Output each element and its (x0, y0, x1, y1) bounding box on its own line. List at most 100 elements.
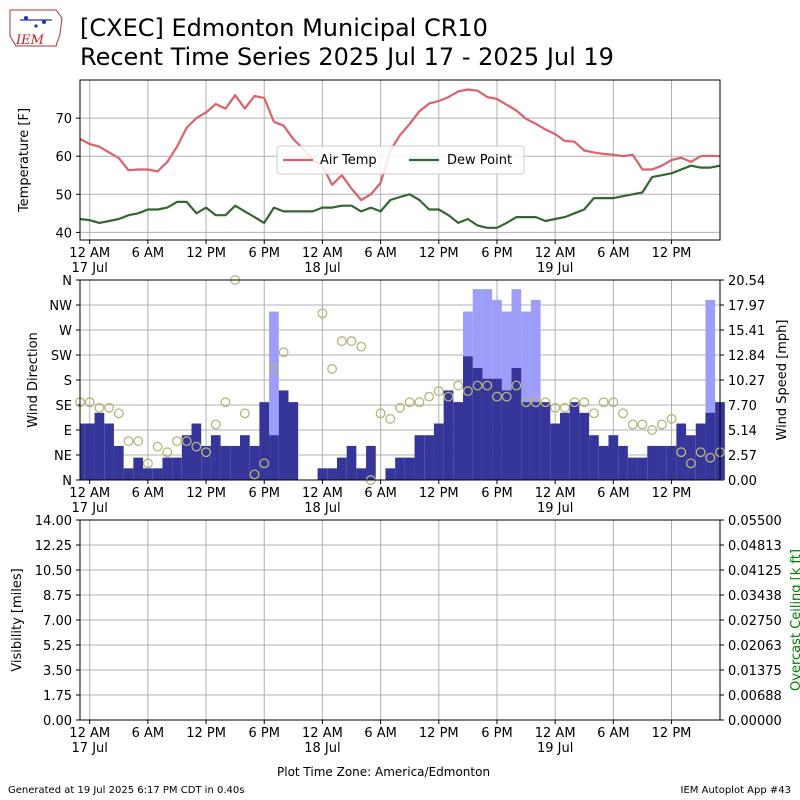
y-tick-label: 60 (55, 150, 72, 165)
y-tick-label-visibility: 7.00 (43, 614, 72, 629)
wind-speed-bar (404, 457, 415, 480)
x-tick-label: 6 PM (249, 486, 280, 501)
iem-logo: IEM (6, 6, 66, 52)
wind-speed-bar (94, 412, 105, 480)
y-tick-label: 40 (55, 226, 72, 241)
wind-speed-bar (366, 445, 376, 480)
x-tick-label: 6 PM (481, 486, 512, 501)
wind-direction-point (588, 408, 599, 419)
wind-speed-bar (618, 445, 628, 480)
wind-speed-bar (181, 435, 192, 480)
x-tick-label: 12 AM (69, 726, 110, 741)
wind-speed-bar (317, 468, 328, 480)
wind-speed-bar (705, 412, 716, 480)
wind-direction-point (443, 391, 454, 402)
y-tick-label-direction: N (62, 274, 72, 289)
y-tick-label-speed: 20.54 (728, 274, 765, 289)
wind-direction-point (647, 425, 658, 435)
y-tick-label-ceiling: 0.04125 (728, 564, 782, 579)
y-tick-label-direction: NE (54, 449, 72, 464)
wind-speed-bar (327, 468, 337, 480)
wind-speed-bar (656, 445, 667, 480)
x-tick-label: 12 PM (419, 486, 459, 501)
wind-speed-bar (201, 445, 211, 480)
legend-box (276, 145, 525, 175)
y-tick-label-speed: 2.57 (728, 449, 757, 464)
wind-gust-bar (521, 311, 531, 480)
wind-speed-bar (152, 468, 163, 480)
y-tick-label-speed: 0.00 (728, 474, 757, 489)
wind-direction-point (172, 436, 182, 447)
y-tick-label-visibility: 12.25 (35, 539, 72, 554)
wind-speed-bar (80, 423, 85, 480)
y-axis-label-right: Overcast Ceiling [k ft] (789, 549, 800, 691)
y-axis-label-right: Wind Speed [mph] (775, 320, 790, 441)
x-tick-label: 6 PM (481, 246, 512, 261)
wind-direction-point (433, 386, 444, 397)
wind-direction-point (268, 363, 279, 374)
wind-direction-point (559, 402, 570, 413)
wind-speed-bar (336, 457, 347, 480)
generated-text: Generated at 19 Jul 2025 6:17 PM CDT in … (8, 785, 245, 796)
y-tick-label-visibility: 8.75 (43, 589, 72, 604)
wind-direction-point (259, 458, 270, 469)
wind-direction-point (472, 380, 483, 391)
wind-speed-bar (608, 435, 619, 480)
wind-direction-point (627, 419, 638, 430)
wind-speed-bar (240, 435, 250, 480)
x-tick-label: 12 PM (652, 726, 692, 741)
wind-direction-point (84, 397, 95, 408)
plot-frame (79, 79, 721, 241)
y-tick-label-ceiling: 0.00000 (728, 714, 782, 729)
wind-speed-bar (550, 423, 560, 480)
dew-point-line (79, 164, 721, 229)
wind-speed-bar (278, 390, 289, 480)
wind-speed-bar (676, 423, 687, 480)
wind-direction-point (336, 336, 347, 347)
x-tick-label: 6 PM (481, 726, 512, 741)
wind-direction-point (404, 397, 415, 408)
wind-speed-bar (598, 445, 609, 480)
wind-direction-point (94, 402, 105, 413)
x-date-label: 17 Jul (72, 741, 108, 756)
wind-speed-bar (346, 445, 357, 480)
wind-speed-bar (472, 368, 483, 480)
wind-direction-point (278, 347, 289, 358)
wind-speed-bar (569, 402, 580, 480)
y-tick-label-visibility: 14.00 (35, 514, 72, 529)
wind-direction-point (666, 413, 677, 424)
wind-speed-bar (530, 402, 541, 480)
wind-direction-point (162, 447, 173, 458)
y-tick-label-direction: S (64, 374, 72, 389)
wind-speed-bar (521, 402, 531, 480)
wind-direction-point (142, 458, 153, 469)
x-tick-label: 12 AM (302, 486, 343, 501)
wind-direction-point (113, 408, 124, 419)
wind-direction-point (375, 408, 386, 419)
y-axis-label: Temperature [F] (17, 108, 32, 213)
wind-direction-point (152, 441, 163, 452)
y-tick-label-speed: 12.84 (728, 349, 765, 364)
timezone-label: Plot Time Zone: America/Edmonton (277, 765, 491, 779)
wind-speed-bar (453, 402, 464, 480)
y-tick-label-direction: SW (51, 349, 72, 364)
x-tick-label: 12 PM (419, 246, 459, 261)
y-tick-label-visibility: 3.50 (43, 664, 72, 679)
y-tick-label-ceiling: 0.02750 (728, 614, 782, 629)
x-date-label: 18 Jul (304, 741, 340, 756)
wind-speed-bar (666, 445, 677, 480)
x-tick-label: 6 AM (364, 726, 397, 741)
x-tick-label: 12 PM (186, 486, 226, 501)
y-tick-label-speed: 10.27 (728, 374, 765, 389)
wind-direction-point (521, 397, 532, 408)
wind-direction-point (550, 402, 561, 413)
x-tick-label: 12 AM (69, 246, 110, 261)
wind-speed-bar (162, 457, 173, 480)
x-date-label: 17 Jul (72, 501, 108, 516)
y-tick-label-speed: 7.70 (728, 399, 757, 414)
y-axis-label-left: Visibility [miles] (10, 568, 25, 671)
y-tick-label-visibility: 1.75 (43, 689, 72, 704)
x-tick-label: 12 AM (535, 486, 576, 501)
wind-direction-point (453, 380, 464, 391)
